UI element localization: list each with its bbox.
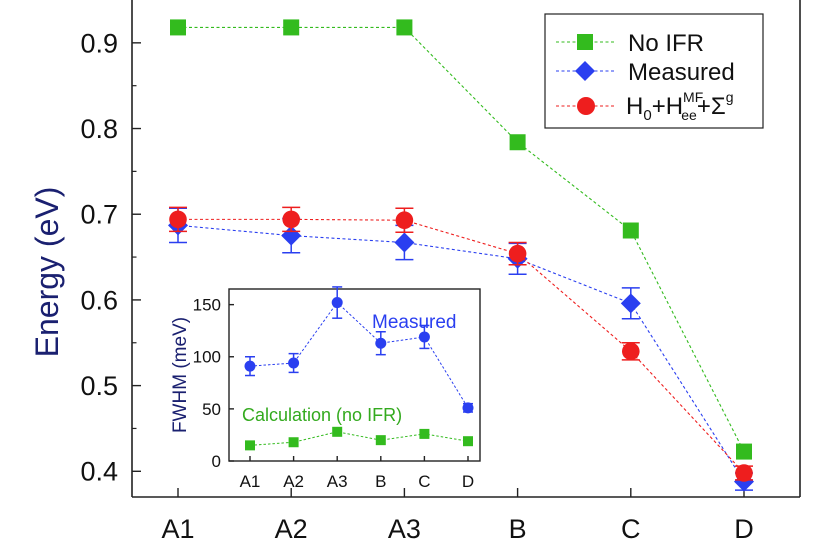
legend-label-model: H0+HMF ee+Σg [626,89,734,124]
data-point-no-ifr-b [509,134,526,151]
legend-marker-model [577,97,595,115]
x-tick-label-b: B [509,514,527,544]
y-tick-label-0: 0 [212,452,221,471]
main-plot [168,19,754,492]
x-tick-label-c: C [418,472,430,491]
data-point-h0-heemf-g-a3 [395,211,414,230]
x-tick-label-c: C [621,514,641,544]
data-point-h0-heemf-g-b [508,244,527,263]
inset-ticks [229,303,469,462]
data-point-measured-c [620,293,641,314]
y-tick-label-0-8: 0.8 [80,114,118,144]
x-tick-label-a2: A2 [283,472,304,491]
series-line-no-ifr [178,26,745,452]
series-line-h0-heemf-g [178,218,745,474]
y-tick-label-50: 50 [202,400,221,419]
data-point-measured-c [418,331,430,343]
inset-y-axis-label: FWHM (meV) [170,317,191,433]
data-point-calculation-no-ifr-b [375,435,386,446]
y-tick-label-0-7: 0.7 [80,200,118,230]
data-point-calculation-no-ifr-a2 [288,437,299,448]
data-point-calculation-no-ifr-a1 [245,440,255,451]
data-point-measured-a1 [244,360,256,372]
data-point-no-ifr-c [622,222,639,239]
data-point-measured-b [375,337,387,349]
main-axes [131,0,801,498]
main-tick-labels: 0.4 0.5 0.6 0.7 0.8 0.9 A1 A2 A3 B C D [80,28,753,544]
inset-chart: 0 50 100 150 A1 A2 A3 B C D FWHM (meV) Measured C… [170,286,481,491]
y-tick-label-150: 150 [193,296,221,315]
x-tick-label-d: D [462,472,474,491]
data-point-calculation-no-ifr-c [419,428,430,439]
data-point-no-ifr-a3 [396,19,413,36]
inset-frame [228,288,481,462]
inset-plot [244,286,474,451]
data-point-h0-heemf-g-d [735,464,753,482]
main-ticks [132,42,745,497]
x-tick-label-a1: A1 [161,514,194,544]
y-tick-label-0-4: 0.4 [80,457,118,487]
x-tick-label-a2: A2 [275,514,308,544]
inset-annotation-measured: Measured [372,312,457,333]
legend: No IFR Measured H0+HMF ee+Σg [544,13,764,129]
data-point-measured-a3 [394,232,415,253]
series-line-measured [249,301,469,409]
data-point-calculation-no-ifr-d [463,436,473,447]
series-line-calculation-no-ifr [249,431,469,446]
data-point-measured-d [462,402,474,414]
data-point-h0-heemf-g-a1 [169,210,187,229]
y-tick-label-0-5: 0.5 [80,371,118,401]
y-axis-label: Energy (eV) [29,187,65,358]
x-tick-label-a3: A3 [388,514,421,544]
y-tick-label-0-6: 0.6 [80,285,118,315]
legend-label-measured: Measured [628,59,735,86]
legend-marker-no-ifr [577,34,593,50]
legend-marker-measured [575,61,595,81]
data-point-calculation-no-ifr-a3 [332,426,343,437]
data-point-no-ifr-d [736,443,752,460]
series-line-measured [177,224,745,482]
data-point-no-ifr-a1 [170,19,186,36]
data-point-measured-a2 [288,357,300,369]
x-tick-label-d: D [734,514,754,544]
x-tick-label-a1: A1 [240,472,261,491]
y-tick-label-100: 100 [193,348,221,367]
data-point-no-ifr-a2 [283,19,300,36]
data-point-h0-heemf-g-a2 [282,210,301,229]
inset-annotation-calculation: Calculation (no IFR) [242,405,402,425]
y-tick-label-0-9: 0.9 [80,28,118,58]
data-point-h0-heemf-g-c [622,342,640,361]
legend-label-no-ifr: No IFR [628,30,704,57]
data-point-measured-a3 [331,297,343,309]
inset-tick-labels: 0 50 100 150 A1 A2 A3 B C D [193,296,475,491]
x-tick-label-a3: A3 [327,472,348,491]
x-tick-label-b: B [375,472,386,491]
